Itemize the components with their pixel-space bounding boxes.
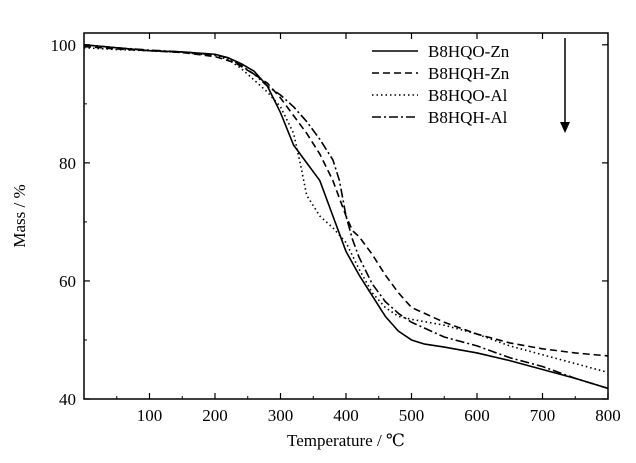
- x-tick-label-3: 400: [333, 406, 359, 425]
- series-layer: [83, 44, 609, 390]
- legend-label-3: B8HQH-Al: [428, 108, 508, 127]
- x-tick-label-4: 500: [399, 406, 425, 425]
- legend: B8HQO-Zn B8HQH-Zn B8HQO-Al B8HQH-Al: [372, 38, 570, 133]
- series-line-2: [83, 46, 609, 374]
- series-line-0: [83, 44, 609, 390]
- x-tick-label-0: 100: [137, 406, 163, 425]
- legend-label-2: B8HQO-Al: [428, 86, 508, 105]
- ticks-layer: 100 200 300 400 500 600 700 800 40 60 80 100: [51, 33, 621, 425]
- series-line-1: [83, 45, 609, 357]
- y-axis-label: Mass / %: [10, 184, 29, 247]
- y-tick-label-1: 60: [59, 272, 76, 291]
- x-tick-label-2: 300: [268, 406, 294, 425]
- x-axis-label: Temperature / ℃: [287, 431, 405, 450]
- x-tick-label-1: 200: [202, 406, 228, 425]
- legend-label-1: B8HQH-Zn: [428, 64, 510, 83]
- y-tick-label-0: 40: [59, 390, 76, 409]
- x-tick-label-7: 800: [595, 406, 621, 425]
- y-tick-label-3: 100: [51, 36, 77, 55]
- x-tick-label-5: 600: [464, 406, 490, 425]
- legend-label-0: B8HQO-Zn: [428, 42, 510, 61]
- series-line-3: [83, 44, 609, 390]
- legend-arrow-head: [560, 122, 570, 133]
- x-tick-label-6: 700: [530, 406, 556, 425]
- y-tick-label-2: 80: [59, 154, 76, 173]
